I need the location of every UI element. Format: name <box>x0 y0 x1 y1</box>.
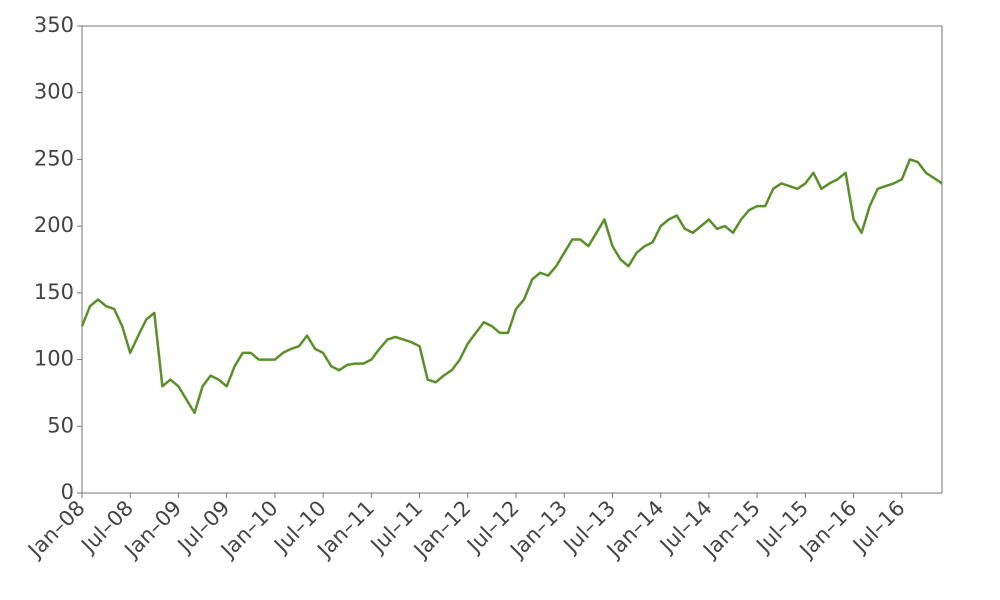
y-tick-label: 100 <box>34 347 74 371</box>
y-tick-label: 300 <box>34 80 74 104</box>
y-tick-label: 0 <box>61 480 74 504</box>
y-tick-label: 50 <box>47 413 74 437</box>
x-tick-label: Jul–16 <box>847 496 910 559</box>
y-tick-label: 200 <box>34 213 74 237</box>
y-tick-label: 150 <box>34 280 74 304</box>
y-tick-label: 350 <box>34 13 74 37</box>
plot-frame <box>81 25 943 494</box>
line-series <box>80 158 943 415</box>
x-tick-label: Jan–08 <box>22 496 90 564</box>
y-tick-label: 250 <box>34 146 74 170</box>
